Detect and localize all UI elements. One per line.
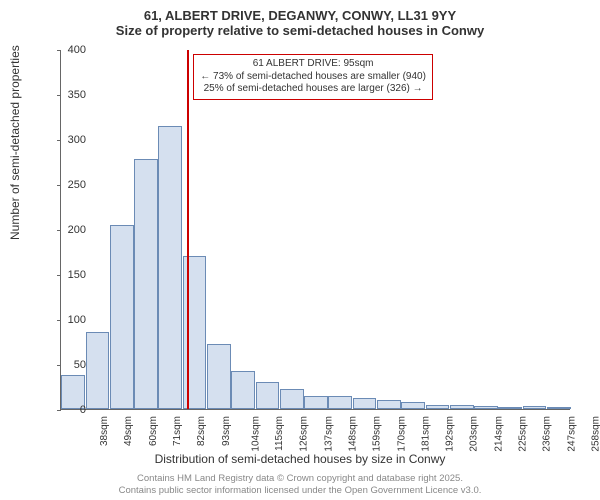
x-tick-label: 104sqm <box>250 416 261 452</box>
y-tick-label: 200 <box>46 224 86 236</box>
chart-container: 61, ALBERT DRIVE, DEGANWY, CONWY, LL31 9… <box>0 0 600 500</box>
histogram-bar <box>328 396 352 409</box>
x-tick-label: 247sqm <box>566 416 577 452</box>
page-title-line1: 61, ALBERT DRIVE, DEGANWY, CONWY, LL31 9… <box>0 8 600 23</box>
histogram-bar <box>474 406 498 409</box>
attribution-footer: Contains HM Land Registry data © Crown c… <box>0 473 600 496</box>
histogram-bar <box>304 396 328 409</box>
x-tick-label: 181sqm <box>420 416 431 452</box>
x-tick-label: 225sqm <box>518 416 529 452</box>
property-marker-line <box>187 50 189 409</box>
x-tick-label: 82sqm <box>196 416 207 446</box>
x-tick-label: 170sqm <box>396 416 407 452</box>
x-tick-label: 159sqm <box>372 416 383 452</box>
property-info-box: 61 ALBERT DRIVE: 95sqm← 73% of semi-deta… <box>193 54 433 100</box>
x-tick-label: 71sqm <box>172 416 183 446</box>
y-tick-label: 400 <box>46 44 86 56</box>
x-tick-label: 236sqm <box>542 416 553 452</box>
x-tick-label: 115sqm <box>274 416 285 451</box>
footer-line2: Contains public sector information licen… <box>0 485 600 496</box>
histogram-bar <box>280 389 304 409</box>
histogram-bar <box>110 225 134 410</box>
x-tick-label: 203sqm <box>469 416 480 452</box>
y-tick-label: 250 <box>46 179 86 191</box>
y-tick-label: 300 <box>46 134 86 146</box>
histogram-bar <box>547 407 571 409</box>
histogram-bar <box>523 406 547 409</box>
histogram-bar <box>256 382 280 409</box>
info-line3: 25% of semi-detached houses are larger (… <box>200 83 426 96</box>
x-tick-label: 38sqm <box>99 416 110 446</box>
x-tick-label: 137sqm <box>323 416 334 452</box>
x-tick-label: 126sqm <box>299 416 310 452</box>
info-line1: 61 ALBERT DRIVE: 95sqm <box>200 58 426 71</box>
histogram-bar <box>207 344 231 409</box>
x-tick-label: 49sqm <box>123 416 134 446</box>
x-tick-label: 258sqm <box>590 416 600 452</box>
title-block: 61, ALBERT DRIVE, DEGANWY, CONWY, LL31 9… <box>0 0 600 38</box>
histogram-bar <box>498 407 522 409</box>
histogram-bar <box>426 405 450 410</box>
info-line2: ← 73% of semi-detached houses are smalle… <box>200 71 426 84</box>
histogram-bar <box>450 405 474 409</box>
footer-line1: Contains HM Land Registry data © Crown c… <box>0 473 600 484</box>
y-tick-label: 100 <box>46 314 86 326</box>
y-tick-label: 350 <box>46 89 86 101</box>
histogram-bar <box>401 402 425 409</box>
x-axis-label: Distribution of semi-detached houses by … <box>0 452 600 466</box>
plot-area: 38sqm49sqm60sqm71sqm82sqm93sqm104sqm115s… <box>60 50 570 410</box>
page-title-line2: Size of property relative to semi-detach… <box>0 23 600 38</box>
histogram-bar <box>134 159 158 409</box>
x-tick-label: 93sqm <box>221 416 232 446</box>
histogram-bar <box>86 332 110 409</box>
histogram-bar <box>158 126 182 410</box>
x-tick-label: 214sqm <box>493 416 504 452</box>
y-axis-label: Number of semi-detached properties <box>8 45 22 240</box>
histogram-bar <box>377 400 401 409</box>
histogram-bar <box>183 256 207 409</box>
x-tick-label: 192sqm <box>445 416 456 452</box>
x-tick-label: 60sqm <box>148 416 159 446</box>
histogram-bar <box>353 398 377 409</box>
y-tick-label: 150 <box>46 269 86 281</box>
y-tick-label: 0 <box>46 404 86 416</box>
x-tick-label: 148sqm <box>348 416 359 452</box>
y-tick-label: 50 <box>46 359 86 371</box>
histogram-bar <box>231 371 255 409</box>
